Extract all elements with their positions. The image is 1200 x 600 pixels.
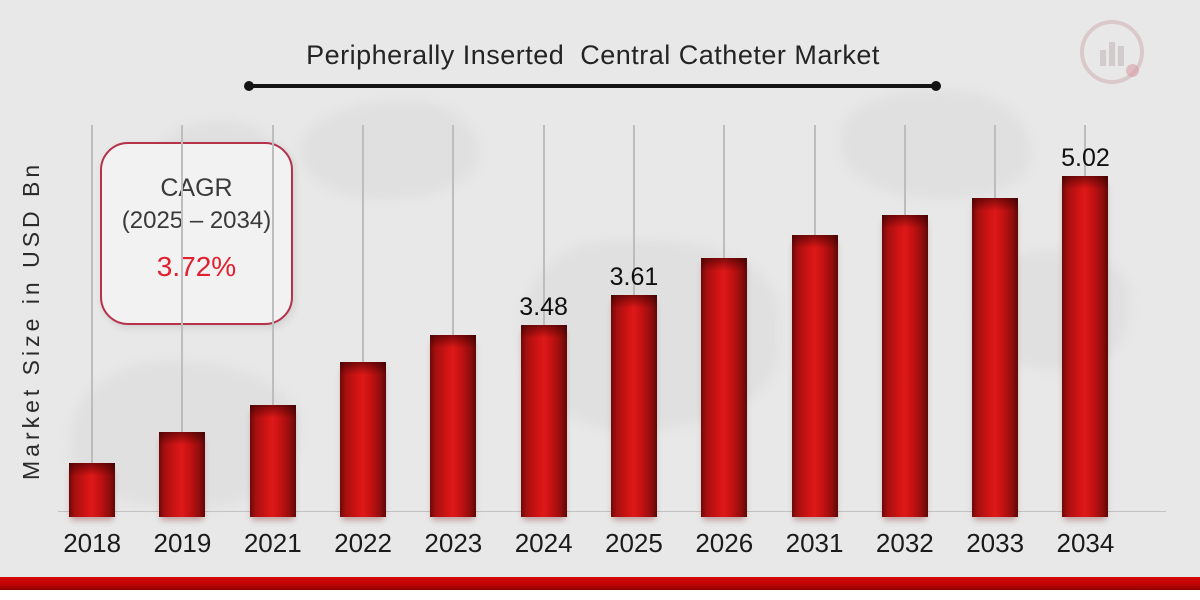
year-label-2025: 2025: [605, 528, 663, 558]
title-underline: [248, 84, 936, 88]
underline-dot-right: [931, 81, 941, 91]
gridline-2019: [181, 125, 184, 512]
cagr-label: CAGR: [160, 174, 233, 202]
value-label-2025: 3.61: [609, 263, 659, 291]
bar-2031: [791, 235, 838, 517]
gridline-2018: [91, 125, 94, 512]
value-label-2024: 3.48: [519, 293, 568, 321]
bar-2021: [249, 405, 296, 517]
map-watermark-blob: [300, 100, 480, 200]
year-label-2033: 2033: [966, 528, 1025, 558]
underline-dot-left: [244, 81, 254, 91]
gridline-2024: [542, 125, 545, 512]
bar-2032: [881, 215, 928, 517]
bar-2025: [610, 295, 657, 517]
logo-bar: [1100, 50, 1106, 66]
year-label-2018: 2018: [63, 528, 122, 558]
footer-white-strip: [0, 590, 1200, 600]
year-label-2024: 2024: [514, 528, 573, 558]
bar-2034: [1062, 176, 1109, 517]
cagr-value: 3.72%: [156, 251, 237, 282]
footer-red-strip: [0, 577, 1200, 590]
bar-2019: [159, 432, 206, 517]
cagr-card: CAGR (2025 – 2034) 3.72%: [100, 142, 293, 325]
year-label-2019: 2019: [153, 528, 212, 558]
brand-logo-icon: [1078, 16, 1152, 90]
logo-bar: [1118, 46, 1124, 66]
logo-bar: [1109, 42, 1115, 66]
year-label-2032: 2032: [875, 528, 934, 558]
logo-circle: [1080, 20, 1144, 84]
bar-2024: [520, 325, 567, 517]
cagr-period: (2025 – 2034): [121, 207, 272, 234]
value-label-2034: 5.02: [1061, 144, 1110, 172]
year-label-2021: 2021: [243, 528, 302, 558]
chart-title: Peripherally Inserted Central Catheter M…: [306, 40, 880, 70]
map-watermark-blob: [840, 90, 1030, 200]
gridline-2023: [452, 125, 455, 512]
logo-dot: [1126, 64, 1139, 77]
gridline-2022: [362, 125, 365, 512]
year-label-2022: 2022: [334, 528, 392, 558]
bar-2033: [972, 198, 1019, 517]
year-label-2023: 2023: [424, 528, 483, 558]
bar-2018: [69, 463, 116, 517]
bar-2026: [701, 258, 748, 517]
gridline-2021: [271, 125, 274, 512]
year-label-2026: 2026: [695, 528, 754, 558]
year-label-2034: 2034: [1056, 528, 1115, 558]
year-label-2031: 2031: [785, 528, 844, 558]
bar-2022: [340, 362, 387, 517]
bar-2023: [430, 335, 477, 517]
